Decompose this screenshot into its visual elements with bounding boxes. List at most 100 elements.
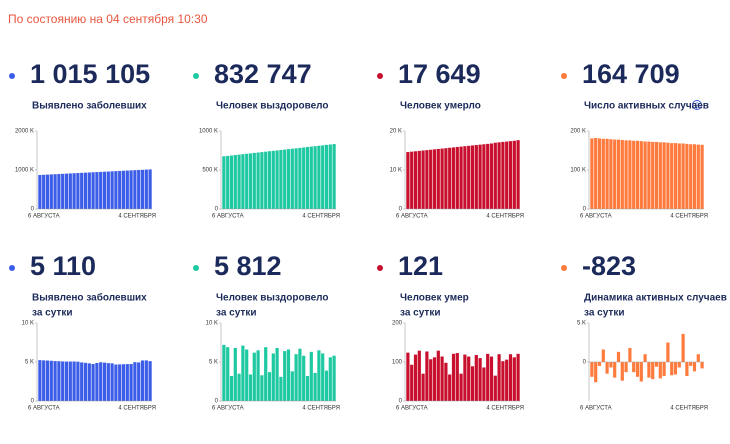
bar bbox=[260, 375, 264, 401]
bar bbox=[137, 169, 141, 209]
bar bbox=[429, 359, 433, 401]
bar bbox=[229, 155, 234, 209]
bar bbox=[493, 375, 497, 401]
bar bbox=[613, 362, 617, 378]
bar bbox=[444, 148, 448, 209]
bar bbox=[692, 144, 697, 209]
bar bbox=[129, 170, 133, 209]
bar bbox=[628, 140, 632, 209]
bar bbox=[459, 146, 463, 209]
metric-label: Человек умер bbox=[400, 293, 469, 304]
y-tick-label: 200 K bbox=[570, 129, 586, 135]
bar bbox=[440, 148, 444, 209]
bar bbox=[647, 362, 651, 378]
x-tick-label: 4 СЕНТЯБРЯ bbox=[302, 406, 340, 412]
bar bbox=[245, 153, 249, 209]
metric-label: Выявлено заболевших bbox=[32, 292, 147, 304]
y-tick-label: 500 K bbox=[202, 168, 218, 174]
bullet bbox=[561, 265, 567, 271]
bar bbox=[121, 170, 126, 209]
bar bbox=[148, 361, 152, 401]
bar bbox=[601, 349, 605, 362]
bar bbox=[129, 363, 133, 401]
bar bbox=[406, 152, 410, 209]
bar bbox=[305, 376, 310, 401]
bar bbox=[666, 142, 670, 209]
bar bbox=[425, 150, 429, 209]
bar bbox=[700, 362, 704, 369]
bar bbox=[137, 362, 141, 401]
bar bbox=[72, 361, 76, 401]
bar bbox=[42, 174, 46, 209]
bar bbox=[482, 144, 486, 209]
bar bbox=[459, 373, 463, 401]
bar bbox=[651, 362, 655, 380]
bar bbox=[624, 362, 628, 373]
bar bbox=[616, 139, 621, 209]
bar bbox=[486, 353, 490, 401]
bar bbox=[298, 348, 302, 401]
bar bbox=[76, 173, 80, 209]
bar bbox=[125, 170, 129, 209]
headline-value: 5 812 bbox=[214, 251, 282, 281]
bar bbox=[260, 152, 264, 209]
bar bbox=[616, 351, 621, 362]
bar bbox=[692, 362, 697, 372]
bar bbox=[497, 142, 501, 209]
bar bbox=[290, 148, 294, 209]
bar bbox=[302, 147, 306, 209]
bar bbox=[478, 358, 482, 401]
bar bbox=[317, 145, 321, 209]
metric-label: за сутки bbox=[400, 308, 440, 319]
bar bbox=[451, 353, 456, 401]
bar bbox=[332, 144, 336, 209]
bar bbox=[489, 356, 494, 401]
bar bbox=[222, 156, 226, 209]
bar bbox=[670, 362, 674, 376]
bar bbox=[662, 362, 666, 377]
bar bbox=[83, 172, 88, 209]
metric-label: за сутки bbox=[32, 308, 72, 319]
y-tick-label: 0 bbox=[399, 207, 403, 213]
bar bbox=[99, 362, 103, 401]
bar bbox=[264, 151, 268, 209]
y-tick-label: 5 K bbox=[209, 360, 218, 366]
bar bbox=[413, 151, 418, 209]
info-icon[interactable]: ? bbox=[692, 100, 702, 110]
bar bbox=[501, 141, 505, 209]
bar bbox=[267, 151, 272, 209]
bar bbox=[486, 143, 490, 209]
bar bbox=[248, 374, 253, 401]
bar bbox=[635, 362, 640, 377]
bar bbox=[226, 347, 230, 401]
bar bbox=[658, 142, 662, 209]
bar bbox=[444, 362, 448, 401]
metric-label: Человек выздоровело bbox=[216, 293, 329, 304]
bullet bbox=[193, 265, 199, 271]
bar bbox=[474, 354, 478, 401]
metric-label: Число активных случаев bbox=[584, 101, 709, 112]
bar bbox=[226, 155, 230, 209]
bar bbox=[432, 357, 437, 401]
headline-value: 17 649 bbox=[398, 59, 481, 89]
bar bbox=[677, 362, 681, 368]
bar bbox=[133, 362, 137, 401]
bar bbox=[605, 362, 609, 374]
bar bbox=[237, 154, 241, 209]
bar bbox=[309, 351, 313, 401]
bar bbox=[417, 150, 421, 209]
x-tick-label: 4 СЕНТЯБРЯ bbox=[670, 214, 708, 220]
bar bbox=[317, 350, 321, 401]
bar bbox=[68, 361, 72, 401]
bar bbox=[666, 342, 670, 362]
bar bbox=[114, 171, 118, 209]
bar bbox=[233, 347, 237, 401]
x-tick-label: 6 АВГУСТА bbox=[212, 406, 244, 412]
bar bbox=[429, 149, 433, 209]
metric-label: Динамика активных случаев bbox=[584, 293, 727, 304]
bar bbox=[632, 362, 636, 373]
bar bbox=[321, 145, 325, 209]
bar bbox=[305, 146, 310, 209]
bar bbox=[61, 361, 65, 401]
bar bbox=[72, 173, 76, 209]
